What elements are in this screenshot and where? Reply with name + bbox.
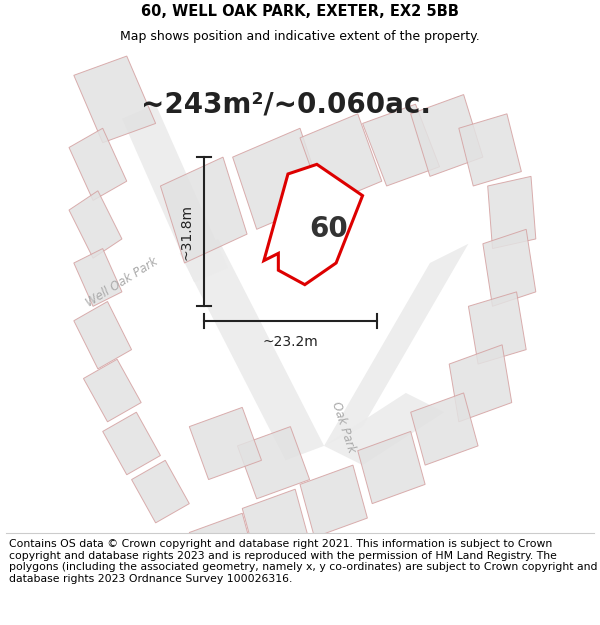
Polygon shape <box>483 229 536 306</box>
Polygon shape <box>74 56 155 142</box>
Text: Oak Park: Oak Park <box>329 399 358 454</box>
Polygon shape <box>233 128 324 229</box>
Polygon shape <box>300 465 367 538</box>
Polygon shape <box>74 301 131 369</box>
Polygon shape <box>358 431 425 504</box>
Polygon shape <box>179 239 324 460</box>
Polygon shape <box>190 513 257 586</box>
Polygon shape <box>410 393 478 465</box>
Text: 60: 60 <box>310 215 348 243</box>
Polygon shape <box>74 249 122 306</box>
Polygon shape <box>362 104 440 186</box>
Polygon shape <box>324 244 469 446</box>
Polygon shape <box>238 427 310 499</box>
Polygon shape <box>469 292 526 364</box>
Polygon shape <box>69 191 122 258</box>
Polygon shape <box>190 408 262 479</box>
Polygon shape <box>131 460 190 523</box>
Polygon shape <box>324 393 445 465</box>
Polygon shape <box>83 359 141 422</box>
Polygon shape <box>103 412 160 475</box>
Text: ~23.2m: ~23.2m <box>263 335 318 349</box>
Polygon shape <box>122 104 228 282</box>
Text: Contains OS data © Crown copyright and database right 2021. This information is : Contains OS data © Crown copyright and d… <box>9 539 598 584</box>
Polygon shape <box>459 114 521 186</box>
Text: ~243m²/~0.060ac.: ~243m²/~0.060ac. <box>140 90 431 118</box>
Text: 60, WELL OAK PARK, EXETER, EX2 5BB: 60, WELL OAK PARK, EXETER, EX2 5BB <box>141 4 459 19</box>
Polygon shape <box>242 489 310 561</box>
Polygon shape <box>160 157 247 263</box>
Polygon shape <box>449 345 512 422</box>
Text: Map shows position and indicative extent of the property.: Map shows position and indicative extent… <box>120 31 480 43</box>
Polygon shape <box>410 94 483 176</box>
Polygon shape <box>488 176 536 249</box>
Polygon shape <box>69 128 127 201</box>
Polygon shape <box>300 114 382 205</box>
Polygon shape <box>264 164 362 284</box>
Text: Well Oak Park: Well Oak Park <box>83 255 160 309</box>
Text: ~31.8m: ~31.8m <box>179 204 193 260</box>
